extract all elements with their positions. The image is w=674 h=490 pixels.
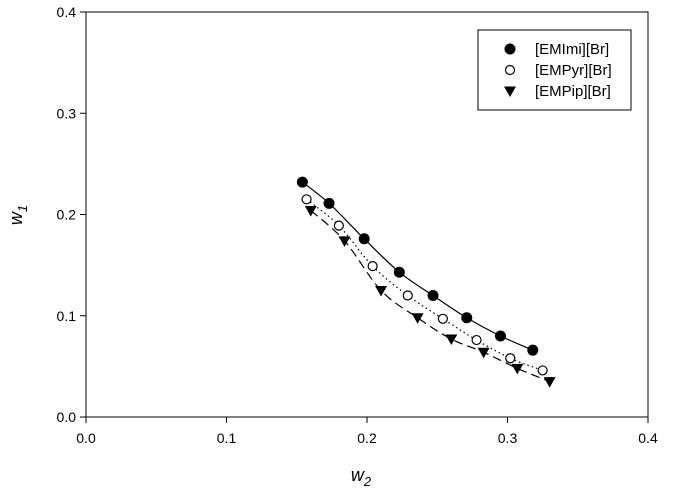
data-point [437, 313, 448, 324]
data-point [411, 313, 424, 324]
data-point [393, 266, 405, 278]
x-axis-label-main: w [351, 465, 365, 485]
data-point [471, 334, 482, 346]
data-point [375, 285, 388, 297]
data-point [477, 347, 490, 359]
x-axis-ticks: 0.0 0.1 0.2 0.3 0.4 [76, 417, 658, 446]
legend-label-empip: [EMPip][Br] [535, 83, 611, 100]
legend: [EMImi][Br] [EMPyr][Br] [EMPip][Br] [477, 29, 632, 111]
x-tick-label: 0.1 [217, 430, 237, 446]
data-point [511, 363, 524, 375]
data-point [296, 176, 308, 188]
y-axis-label-sub: 1 [15, 205, 30, 212]
legend-box [477, 29, 632, 111]
data-point [461, 312, 473, 324]
legend-label-emimi: [EMImi][Br] [535, 41, 609, 58]
data-point [304, 205, 317, 217]
data-point [537, 365, 548, 376]
y-tick-label: 0.4 [57, 4, 77, 20]
data-point [445, 334, 458, 346]
data-point [333, 220, 344, 231]
y-tick-label: 0.1 [57, 308, 77, 324]
x-tick-label: 0.0 [76, 430, 96, 446]
data-point [402, 290, 413, 301]
data-points [296, 176, 556, 388]
data-point [358, 233, 370, 245]
data-point [494, 330, 506, 342]
data-point [367, 261, 378, 272]
fit-curves [301, 181, 550, 383]
y-axis-label: w1 [6, 205, 30, 225]
x-axis-label-sub: 2 [363, 474, 372, 489]
y-axis-label-main: w [6, 211, 26, 225]
legend-marker [504, 64, 516, 76]
legend-label-empyr: [EMPyr][Br] [535, 62, 612, 79]
y-axis-ticks: 0.0 0.1 0.2 0.3 0.4 [57, 4, 86, 425]
x-tick-label: 0.4 [638, 430, 658, 446]
y-tick-label: 0.3 [57, 105, 77, 121]
x-tick-label: 0.2 [357, 430, 377, 446]
data-point [527, 344, 539, 356]
legend-markers [504, 43, 516, 97]
data-point [301, 194, 312, 205]
x-tick-label: 0.3 [498, 430, 518, 446]
fit-curve-0 [301, 181, 534, 351]
legend-marker [504, 86, 516, 97]
data-point [505, 353, 516, 364]
data-point [323, 197, 335, 209]
data-point [427, 290, 439, 301]
y-tick-label: 0.0 [57, 409, 77, 425]
x-axis-label: w2 [351, 465, 372, 489]
legend-marker [504, 43, 516, 55]
fit-curve-2 [310, 210, 550, 383]
y-tick-label: 0.2 [57, 207, 77, 223]
data-point [338, 236, 351, 247]
data-point [543, 377, 556, 388]
